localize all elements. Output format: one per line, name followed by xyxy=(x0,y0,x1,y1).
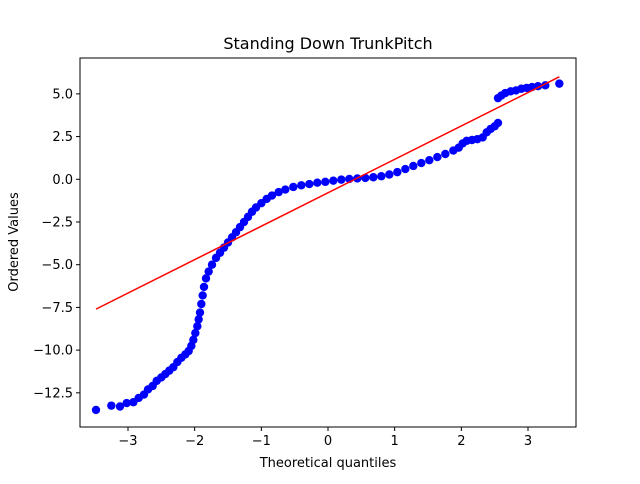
sample-point xyxy=(555,79,564,88)
sample-point xyxy=(91,405,101,415)
sample-point xyxy=(297,181,306,190)
sample-points-series xyxy=(91,79,564,415)
sample-point xyxy=(393,167,402,177)
y-tick-label: 5.0 xyxy=(52,87,73,102)
sample-point xyxy=(289,182,298,192)
sample-point xyxy=(115,402,125,411)
sample-point xyxy=(199,282,209,292)
sample-point xyxy=(493,118,503,128)
reference-fit-line xyxy=(95,76,560,310)
x-tick-label: −3 xyxy=(118,434,137,449)
y-tick-label: −5.0 xyxy=(41,258,73,273)
y-tick-label: 2.5 xyxy=(52,130,73,145)
y-tick-label: 0.0 xyxy=(52,173,73,188)
sample-point xyxy=(337,175,346,184)
sample-point xyxy=(197,299,206,309)
sample-point xyxy=(409,161,418,171)
sample-point xyxy=(417,158,426,168)
series-layer xyxy=(91,76,564,415)
sample-point xyxy=(425,155,434,165)
sample-point xyxy=(189,335,198,345)
sample-point xyxy=(305,179,314,189)
sample-point xyxy=(204,267,213,276)
x-tick-label: 1 xyxy=(391,434,399,449)
x-tick-label: 0 xyxy=(324,434,332,449)
x-tick-label: 2 xyxy=(457,434,465,449)
y-tick-label: −2.5 xyxy=(41,216,73,231)
chart-title: Standing Down TrunkPitch xyxy=(223,34,432,53)
sample-point xyxy=(329,176,338,185)
y-axis-ticks: 5.0 2.5 0.0 −2.5 −5.0 −7.5 −10.0 −12.5 xyxy=(33,87,80,401)
x-tick-label: 3 xyxy=(524,434,532,449)
sample-point xyxy=(191,328,200,338)
sample-point xyxy=(107,401,116,410)
sample-point xyxy=(193,322,202,331)
x-axis-label: Theoretical quantiles xyxy=(259,456,397,471)
sample-point xyxy=(267,191,277,200)
sample-point xyxy=(194,315,203,324)
x-tick-label: −2 xyxy=(185,434,204,449)
sample-point xyxy=(401,164,410,174)
x-tick-label: −1 xyxy=(252,434,271,449)
sample-point xyxy=(122,398,131,408)
sample-point xyxy=(195,308,205,317)
sample-point xyxy=(207,260,217,269)
sample-point xyxy=(201,274,211,283)
sample-point xyxy=(377,172,386,181)
sample-point xyxy=(198,291,207,300)
y-tick-label: −12.5 xyxy=(33,386,73,401)
sample-point xyxy=(281,185,290,194)
sample-point xyxy=(369,173,378,182)
y-tick-label: −10.0 xyxy=(33,344,73,359)
sample-point xyxy=(313,178,322,187)
sample-point xyxy=(385,170,394,179)
y-tick-label: −7.5 xyxy=(41,301,73,316)
sample-point xyxy=(441,149,450,159)
sample-point xyxy=(321,177,330,187)
sample-point xyxy=(433,152,442,162)
sample-point xyxy=(274,187,283,197)
y-axis-label: Ordered Values xyxy=(7,192,22,292)
x-axis-ticks: −3 −2 −1 0 1 2 3 xyxy=(118,427,532,449)
